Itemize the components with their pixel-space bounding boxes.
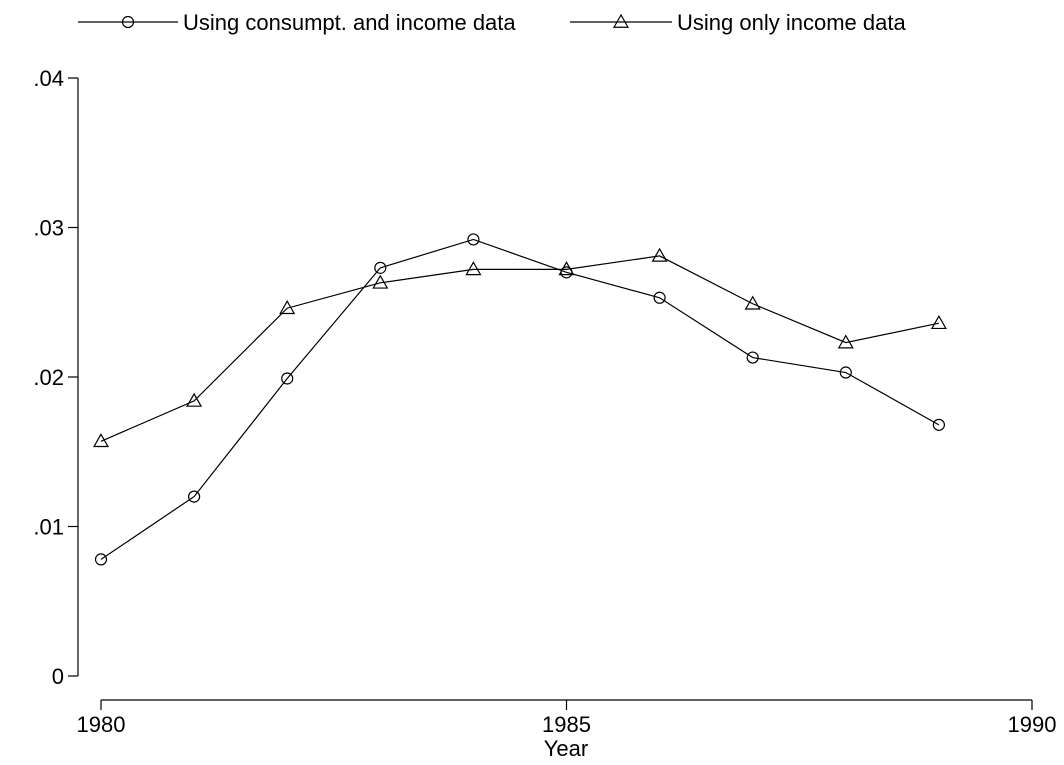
triangle-point xyxy=(92,433,110,448)
triangle-point xyxy=(279,300,296,315)
series-consumption-income xyxy=(94,233,946,566)
legend: Using consumpt. and income data Using onl… xyxy=(78,10,906,35)
circle-point xyxy=(746,351,759,364)
triangle-point xyxy=(372,274,389,289)
triangle-point xyxy=(465,261,482,276)
y-tick-label: .03 xyxy=(33,216,64,241)
triangle-point xyxy=(930,314,947,330)
circle-point xyxy=(839,366,852,379)
x-axis-title: Year xyxy=(544,736,588,761)
x-tick-label: 1985 xyxy=(542,712,591,737)
series-line xyxy=(100,238,940,560)
x-tick-label: 1980 xyxy=(77,712,126,737)
series-group xyxy=(92,233,947,566)
legend-label: Using consumpt. and income data xyxy=(183,10,516,35)
axes: 0 .01 .02 .03 .04 1980 1985 1990 xyxy=(33,66,1056,737)
circle-point xyxy=(281,372,294,385)
triangle-point xyxy=(744,295,761,310)
triangle-point xyxy=(837,334,854,349)
triangle-point xyxy=(558,261,575,276)
legend-item: Using consumpt. and income data xyxy=(78,10,516,35)
y-tick-label: .02 xyxy=(33,365,64,390)
circle-point xyxy=(932,418,946,431)
legend-triangle-marker xyxy=(612,13,630,28)
y-tick-label: 0 xyxy=(52,664,64,689)
circle-point xyxy=(94,553,108,566)
legend-label: Using only income data xyxy=(677,10,906,35)
circle-point xyxy=(188,490,201,503)
x-tick-label: 1990 xyxy=(1008,712,1057,737)
y-tick-label: .04 xyxy=(33,66,64,91)
legend-item: Using only income data xyxy=(570,10,906,35)
triangle-point xyxy=(186,392,203,407)
series-line xyxy=(100,255,940,442)
legend-circle-marker xyxy=(121,15,135,29)
circle-point xyxy=(653,291,666,304)
y-tick-label: .01 xyxy=(33,515,64,540)
triangle-point xyxy=(651,247,668,262)
circle-point xyxy=(467,233,480,246)
series-income-only xyxy=(92,247,947,448)
circle-point xyxy=(374,261,387,274)
